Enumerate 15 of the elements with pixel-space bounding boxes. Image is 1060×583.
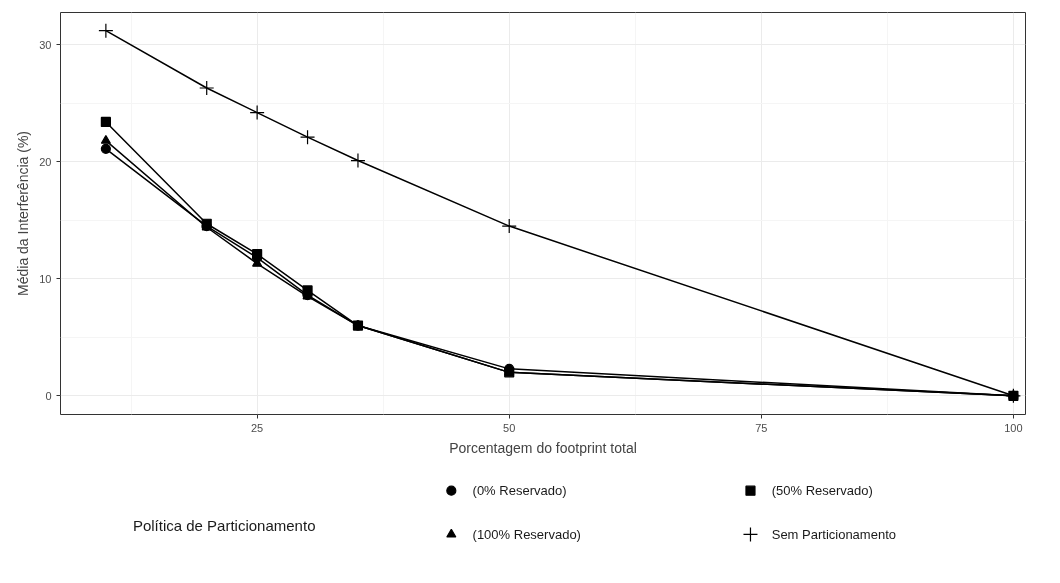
y-axis-title: Média da Interferência (%) <box>15 131 32 296</box>
y-tick-label: 30 <box>39 38 52 51</box>
legend-title: Política de Particionamento <box>132 516 316 534</box>
x-tick-label: 75 <box>755 421 768 434</box>
y-tick-label: 10 <box>39 272 52 285</box>
y-tick-label: 0 <box>45 389 52 402</box>
legend-label: (100% Reservado) <box>472 526 581 542</box>
x-tick-label: 50 <box>503 421 516 434</box>
x-axis-title: Porcentagem do footprint total <box>449 439 637 456</box>
x-tick-label: 25 <box>251 421 264 434</box>
y-tick-label: 20 <box>39 155 52 168</box>
legend-label: (50% Reservado) <box>771 483 873 499</box>
legend-label: (0% Reservado) <box>472 483 567 499</box>
x-tick-label: 100 <box>1004 421 1023 434</box>
legend-label: Sem Particionamento <box>771 526 896 542</box>
